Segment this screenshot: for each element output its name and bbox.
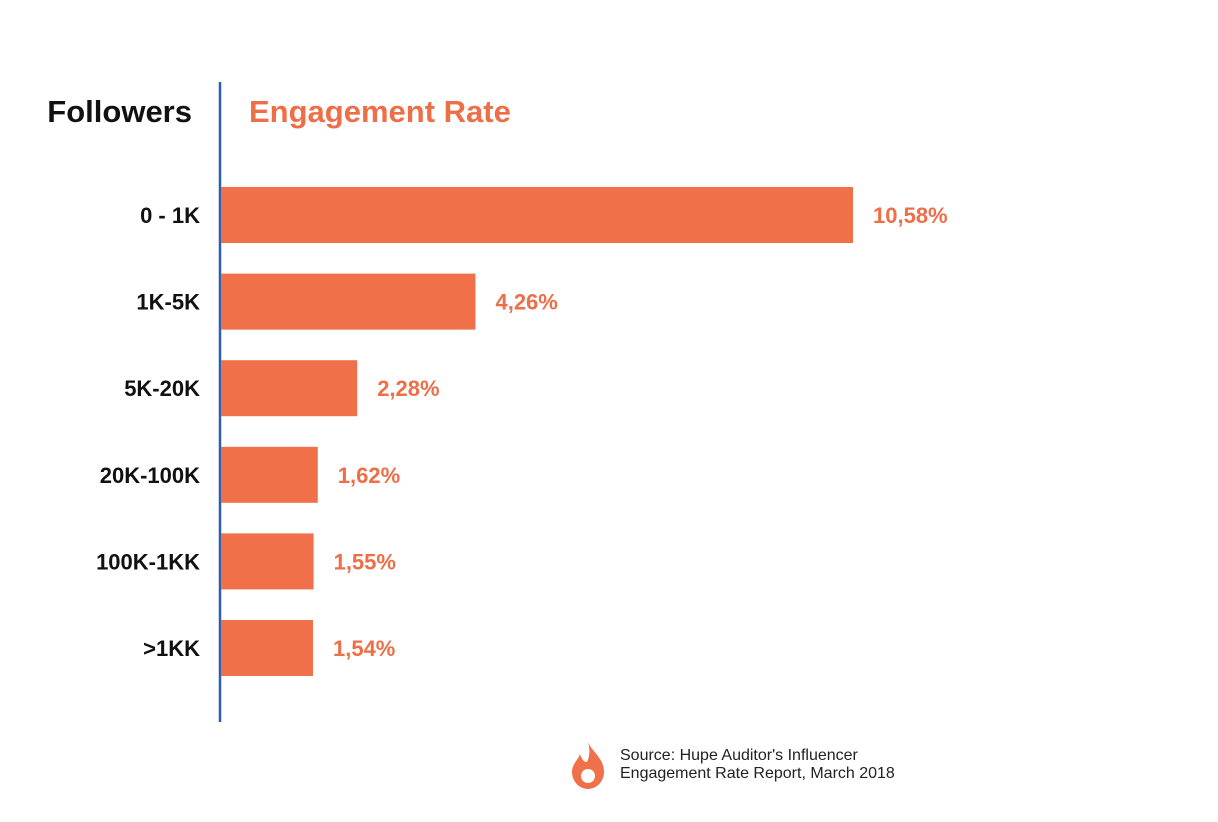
source-note: Source: Hupe Auditor's Influencer Engage… bbox=[568, 740, 895, 790]
category-label: 100K-1KK bbox=[96, 549, 200, 574]
value-label: 4,26% bbox=[495, 290, 557, 315]
bars-group: 0 - 1K 10,58% 1K-5K 4,26% 5K-20K 2,28% 20K-100… bbox=[96, 187, 948, 676]
category-label: 5K-20K bbox=[124, 376, 200, 401]
bar bbox=[221, 187, 853, 243]
category-label: 20K-100K bbox=[100, 463, 200, 488]
source-line-2: Engagement Rate Report, March 2018 bbox=[620, 765, 895, 782]
value-label: 1,62% bbox=[338, 463, 400, 488]
bar bbox=[221, 273, 476, 330]
flame-icon bbox=[572, 742, 604, 789]
category-label: 1K-5K bbox=[136, 290, 200, 315]
y-axis-title: Followers bbox=[47, 94, 192, 129]
bar bbox=[221, 533, 314, 590]
value-label: 2,28% bbox=[377, 376, 439, 401]
bar bbox=[221, 360, 358, 417]
source-line-1: Source: Hupe Auditor's Influencer bbox=[620, 747, 858, 764]
bar bbox=[221, 446, 318, 503]
value-label: 1,54% bbox=[333, 636, 395, 661]
category-label: 0 - 1K bbox=[140, 203, 200, 228]
value-label: 10,58% bbox=[873, 203, 948, 228]
category-label: >1KK bbox=[143, 636, 200, 661]
x-axis-title: Engagement Rate bbox=[249, 94, 511, 129]
value-label: 1,55% bbox=[334, 549, 396, 574]
bar bbox=[221, 620, 313, 676]
